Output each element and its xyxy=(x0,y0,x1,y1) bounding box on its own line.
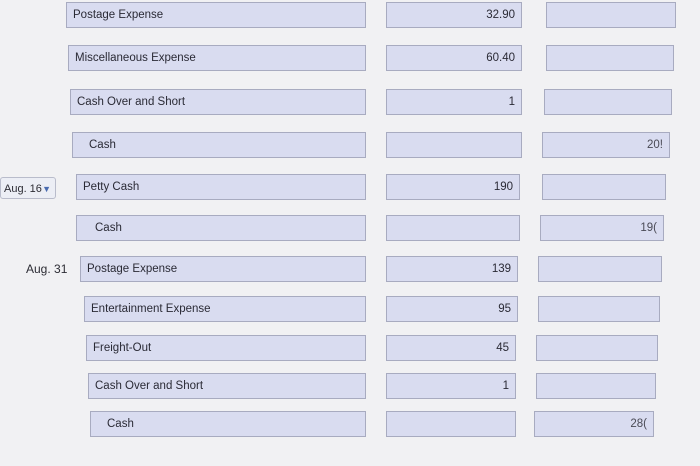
journal-row: Entertainment Expense 95 xyxy=(0,296,700,328)
account-field[interactable]: Postage Expense xyxy=(80,256,366,282)
debit-field[interactable]: 139 xyxy=(386,256,518,282)
journal-row: Cash Over and Short 1 xyxy=(0,373,700,405)
credit-field[interactable]: 28( xyxy=(534,411,654,437)
account-field[interactable]: Entertainment Expense xyxy=(84,296,366,322)
journal-row: Freight-Out 45 xyxy=(0,335,700,367)
debit-field[interactable]: 190 xyxy=(386,174,520,200)
credit-field[interactable] xyxy=(538,256,662,282)
debit-field[interactable]: 1 xyxy=(386,373,516,399)
debit-field[interactable]: 95 xyxy=(386,296,518,322)
account-field[interactable]: Miscellaneous Expense xyxy=(68,45,366,71)
chevron-down-icon: ▼ xyxy=(42,184,51,194)
credit-field[interactable] xyxy=(544,89,672,115)
journal-row: Miscellaneous Expense 60.40 xyxy=(0,45,700,77)
debit-field[interactable]: 32.90 xyxy=(386,2,522,28)
debit-field[interactable]: 60.40 xyxy=(386,45,522,71)
date-label: Aug. 31 xyxy=(26,262,68,276)
account-field[interactable]: Cash xyxy=(72,132,366,158)
debit-field[interactable] xyxy=(386,132,522,158)
journal-row: Aug. 16 ▼ Petty Cash 190 xyxy=(0,174,700,206)
account-field[interactable]: Cash xyxy=(76,215,366,241)
credit-field[interactable]: 19( xyxy=(540,215,664,241)
account-field[interactable]: Cash Over and Short xyxy=(88,373,366,399)
debit-field[interactable] xyxy=(386,411,516,437)
debit-field[interactable]: 1 xyxy=(386,89,522,115)
credit-field[interactable] xyxy=(546,2,676,28)
credit-field[interactable] xyxy=(538,296,660,322)
account-field[interactable]: Postage Expense xyxy=(66,2,366,28)
credit-field[interactable]: 20! xyxy=(542,132,670,158)
account-field[interactable]: Cash Over and Short xyxy=(70,89,366,115)
debit-field[interactable] xyxy=(386,215,520,241)
credit-field[interactable] xyxy=(542,174,666,200)
journal-row: Aug. 31 Postage Expense 139 xyxy=(0,256,700,288)
account-field[interactable]: Cash xyxy=(90,411,366,437)
debit-field[interactable]: 45 xyxy=(386,335,516,361)
journal-row: Cash 19( xyxy=(0,215,700,247)
date-value: Aug. 16 xyxy=(4,183,42,195)
credit-field[interactable] xyxy=(546,45,674,71)
journal-row: Cash 20! xyxy=(0,132,700,164)
account-field[interactable]: Freight-Out xyxy=(86,335,366,361)
journal-row: Cash 28( xyxy=(0,411,700,443)
credit-field[interactable] xyxy=(536,373,656,399)
credit-field[interactable] xyxy=(536,335,658,361)
journal-row: Cash Over and Short 1 xyxy=(0,89,700,121)
account-field[interactable]: Petty Cash xyxy=(76,174,366,200)
date-select[interactable]: Aug. 16 ▼ xyxy=(0,177,56,199)
journal-row: Postage Expense 32.90 xyxy=(0,2,700,34)
